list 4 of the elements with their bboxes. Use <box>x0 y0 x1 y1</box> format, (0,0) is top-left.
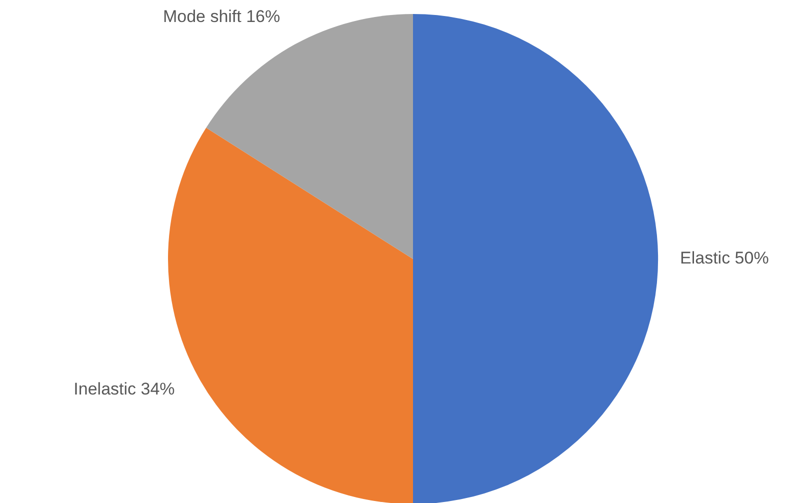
slice-label: Elastic 50% <box>680 248 769 268</box>
slice-label: Inelastic 34% <box>74 379 175 398</box>
pie-slice <box>413 14 658 503</box>
slice-label: Mode shift 16% <box>162 6 280 26</box>
